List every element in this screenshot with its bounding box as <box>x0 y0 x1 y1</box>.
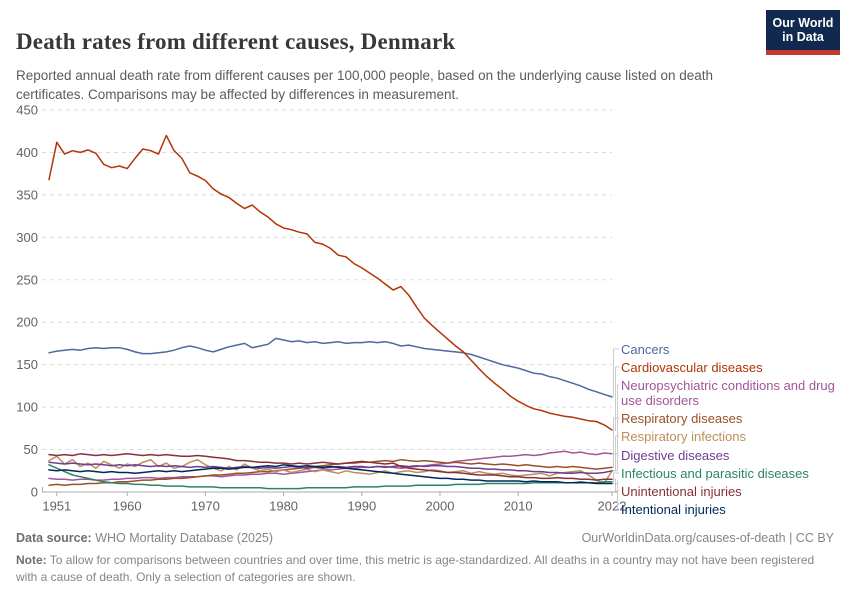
y-tick-label: 0 <box>31 485 38 500</box>
x-tick-label: 1970 <box>191 499 220 514</box>
legend-connector-cancers <box>613 348 619 398</box>
series-line-unintentional-injuries <box>48 453 613 481</box>
legend-item-cardiovascular-diseases[interactable]: Cardiovascular diseases <box>621 360 763 375</box>
y-tick-label: 300 <box>16 230 38 245</box>
data-source: Data source: WHO Mortality Database (202… <box>16 531 273 545</box>
legend-item-cancers[interactable]: Cancers <box>621 342 670 357</box>
page-title: Death rates from different causes, Denma… <box>16 29 456 55</box>
x-tick-label: 1960 <box>113 499 142 514</box>
chart-footer: Data source: WHO Mortality Database (202… <box>16 531 834 586</box>
y-tick-label: 150 <box>16 357 38 372</box>
series-line-respiratory-infections <box>48 455 613 485</box>
owid-link[interactable]: OurWorldinData.org/causes-of-death | CC … <box>581 531 834 545</box>
series-line-digestive-diseases <box>48 461 613 475</box>
x-tick-label: 2000 <box>426 499 455 514</box>
owid-logo-line1: Our World <box>772 16 834 30</box>
legend-connector-intentional-injuries <box>613 483 619 510</box>
legend-connector-respiratory-diseases <box>613 417 619 468</box>
chart-subtitle: Reported annual death rate from differen… <box>16 67 713 103</box>
series-line-infectious-diseases <box>48 464 613 490</box>
note-label: Note: <box>16 553 47 567</box>
series-line-respiratory-diseases <box>48 458 613 486</box>
series-line-cardiovascular-diseases <box>48 134 613 431</box>
y-tick-label: 400 <box>16 145 38 160</box>
legend-item-neuropsychiatric[interactable]: Neuropsychiatric conditions and drug use… <box>621 378 835 408</box>
x-tick-label: 1980 <box>269 499 298 514</box>
legend-item-digestive-diseases[interactable]: Digestive diseases <box>621 448 730 463</box>
chart-note: Note: To allow for comparisons between c… <box>16 552 834 586</box>
y-tick-label: 450 <box>16 103 38 118</box>
series-line-neuropsychiatric <box>48 450 613 481</box>
legend-item-respiratory-infections[interactable]: Respiratory infections <box>621 429 746 444</box>
owid-logo: Our World in Data <box>766 10 840 55</box>
data-source-value: WHO Mortality Database (2025) <box>91 531 274 545</box>
legend-connector-cardiovascular-diseases <box>613 366 619 431</box>
legend-connector-infectious-diseases <box>613 472 619 483</box>
y-tick-label: 100 <box>16 400 38 415</box>
legend-item-unintentional-injuries[interactable]: Unintentional injuries <box>621 484 742 499</box>
x-tick-label: 2022 <box>598 499 627 514</box>
series-line-intentional-injuries <box>48 464 613 485</box>
x-tick-label: 1990 <box>347 499 376 514</box>
y-tick-label: 350 <box>16 187 38 202</box>
legend-item-infectious-diseases[interactable]: Infectious and parasitic diseases <box>621 466 809 481</box>
owid-logo-line2: in Data <box>782 30 824 45</box>
note-value: To allow for comparisons between countri… <box>16 553 815 584</box>
x-tick-label: 1951 <box>42 499 71 514</box>
data-source-label: Data source: <box>16 531 92 545</box>
x-tick-label: 2010 <box>504 499 533 514</box>
y-tick-label: 250 <box>16 272 38 287</box>
y-tick-label: 200 <box>16 315 38 330</box>
legend-item-intentional-injuries[interactable]: Intentional injuries <box>621 502 726 517</box>
legend-connector-digestive-diseases <box>613 454 619 472</box>
y-tick-label: 50 <box>24 442 38 457</box>
series-line-cancers <box>48 337 613 398</box>
legend-item-respiratory-diseases[interactable]: Respiratory diseases <box>621 411 743 426</box>
